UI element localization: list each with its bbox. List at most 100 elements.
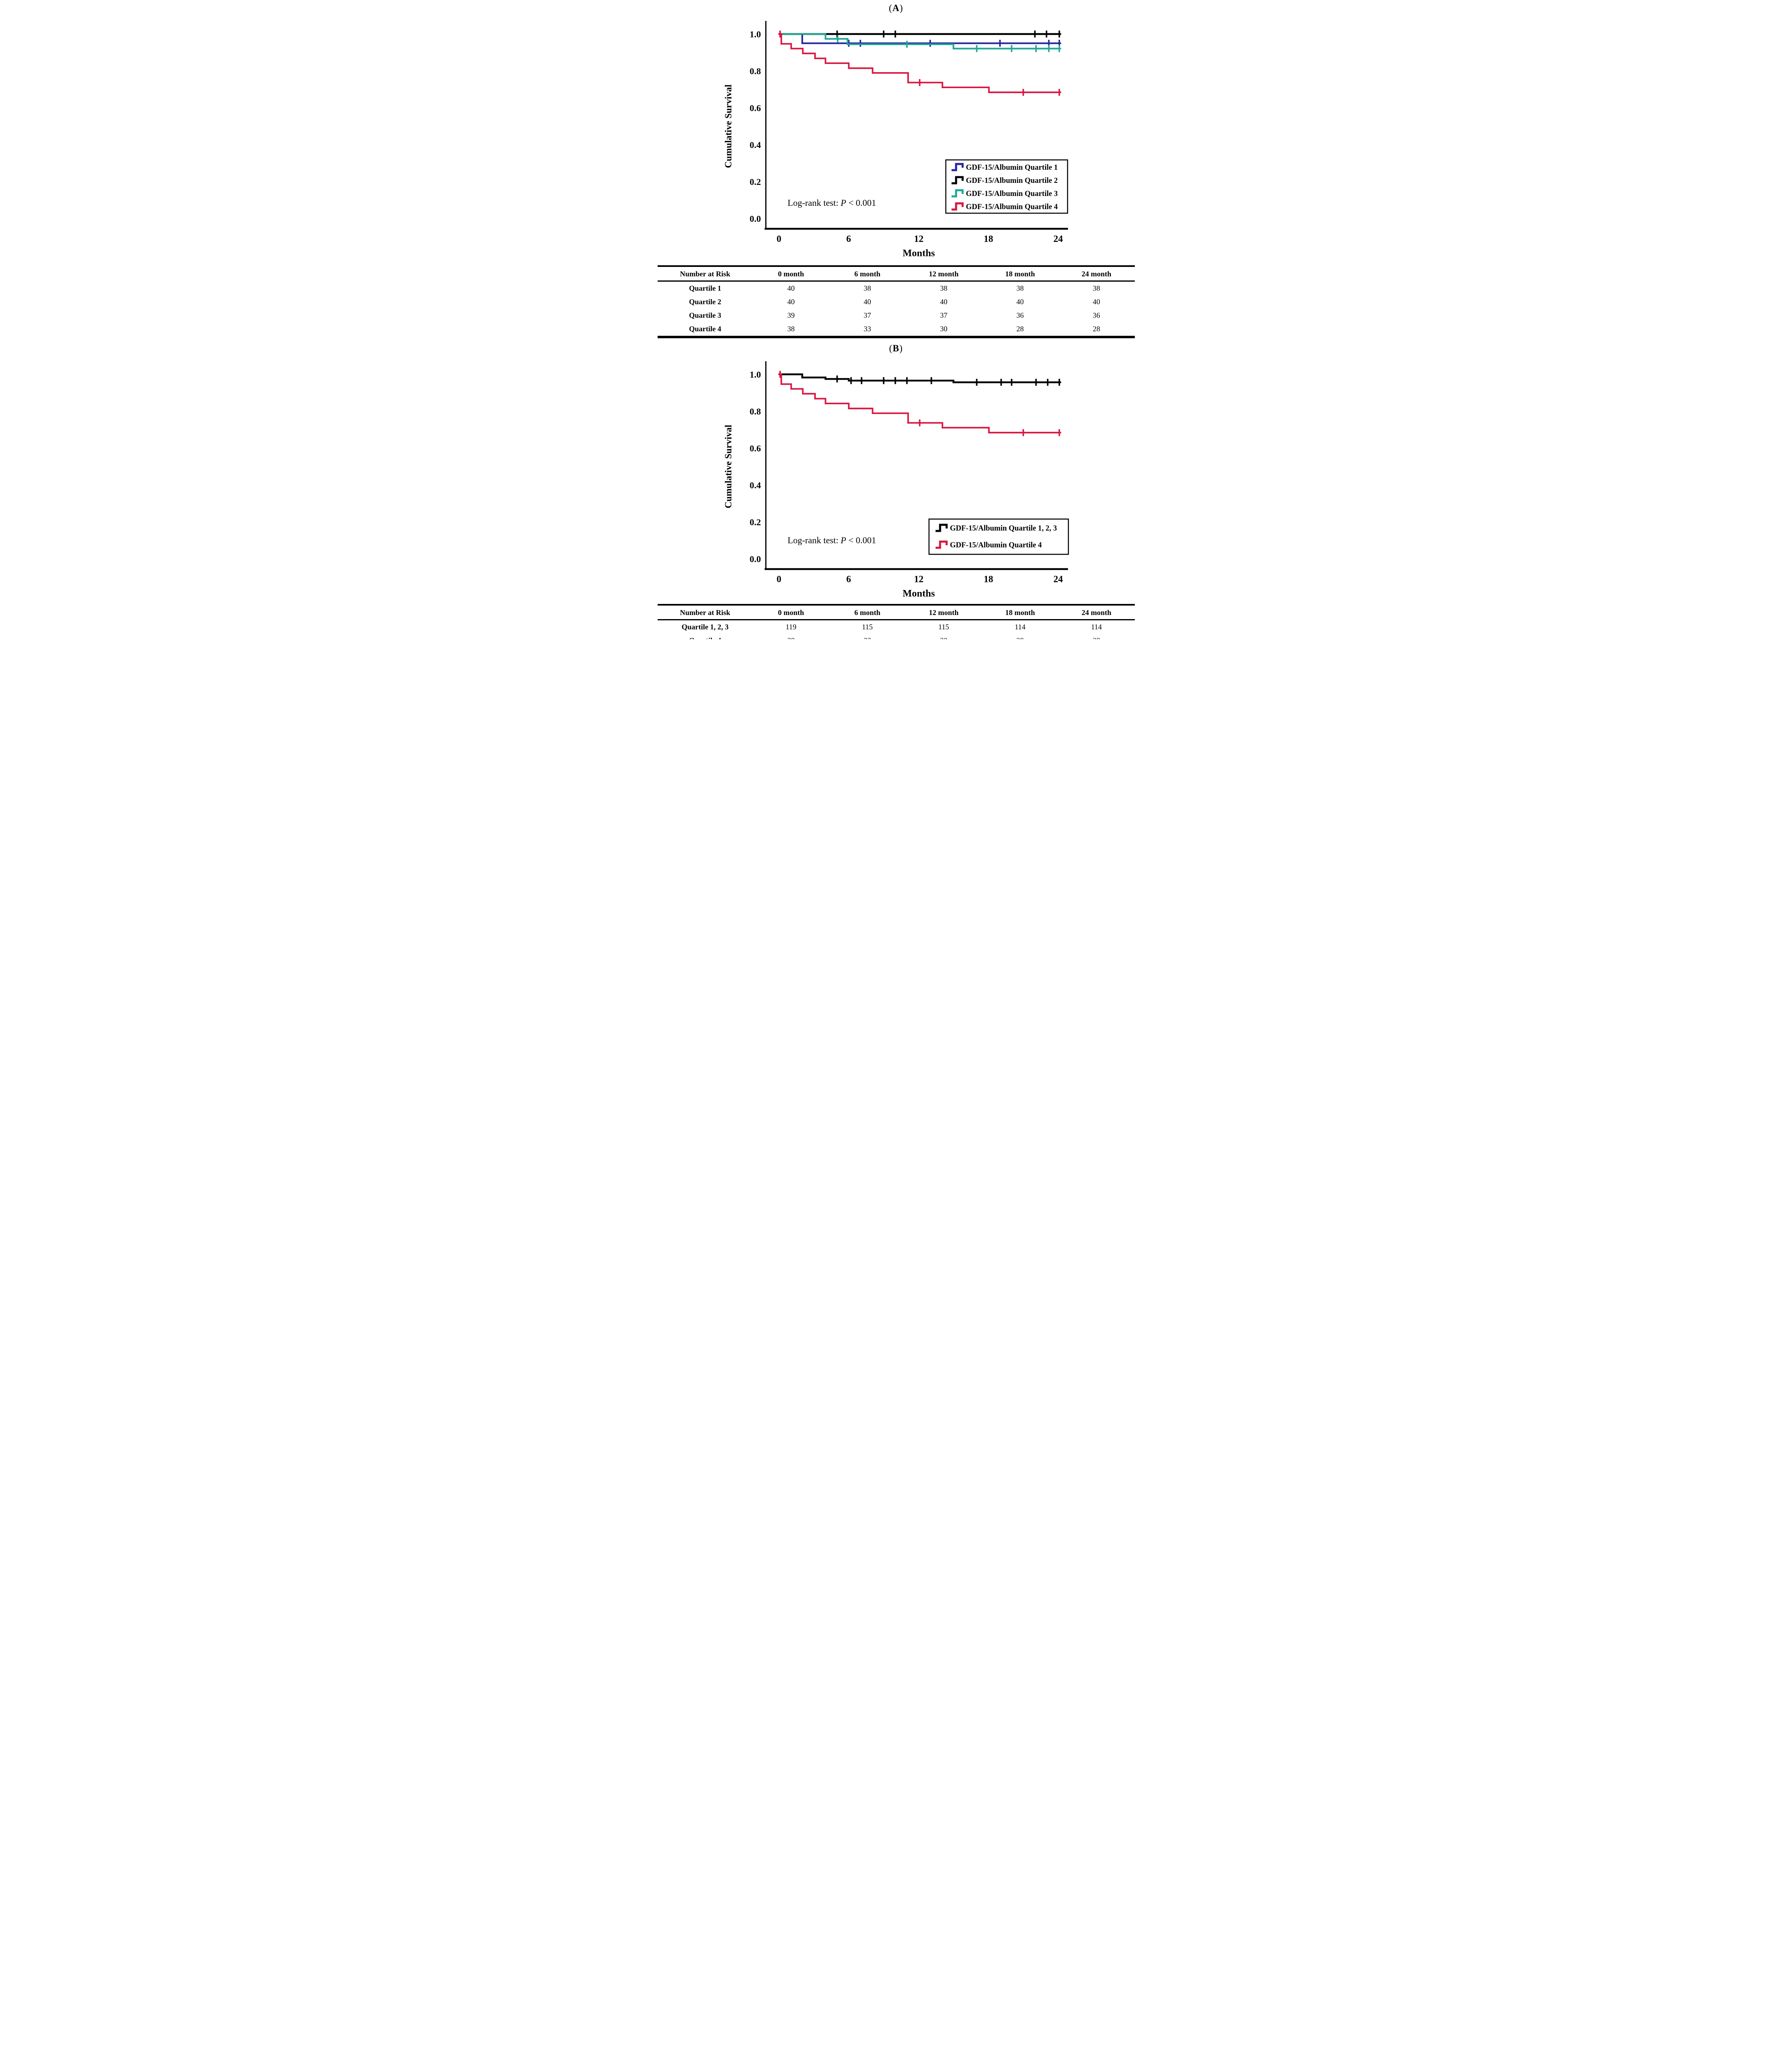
risk-value-cell: 28: [1093, 325, 1100, 333]
risk-value-cell: 114: [1014, 623, 1026, 631]
row-label-cell: Quartile 4: [689, 325, 722, 333]
legend-entry-quartile2: GDF-15/Albumin Quartile 2: [951, 176, 1058, 185]
survival-curve: [779, 33, 1061, 50]
panel-b-paren-close: ): [899, 343, 903, 353]
table-header-cell: 12 month: [905, 266, 982, 282]
logrank-annotation-a: Log-rank test: P < 0.001: [788, 198, 876, 208]
x-axis-label: Months: [902, 248, 935, 259]
row-label-cell: Quartile 1, 2, 3: [681, 623, 729, 631]
x-tick: 24: [1053, 234, 1063, 244]
y-tick-labels: 1.0 0.8 0.6 0.4 0.2 0.0: [749, 369, 761, 564]
legend-entry-quartile4: GDF-15/Albumin Quartile 4: [935, 540, 1042, 549]
legend-step-icon: [935, 540, 947, 549]
risk-value-cell: 37: [863, 311, 871, 319]
risk-value-cell: 39: [787, 311, 795, 319]
legend-step-icon: [951, 202, 963, 211]
y-tick: 1.0: [749, 369, 761, 380]
x-tick: 18: [984, 574, 993, 584]
table-header-cell: 0 month: [753, 266, 829, 282]
legend-step-icon: [951, 189, 963, 198]
logrank-suffix: < 0.001: [846, 535, 876, 545]
x-tick: 12: [914, 234, 923, 244]
y-tick: 0.2: [749, 177, 761, 187]
legend-a: GDF-15/Albumin Quartile 1 GDF-15/Albumin…: [945, 159, 1068, 214]
table-header-cell: Number at Risk: [657, 605, 753, 620]
table-header-row: Number at Risk 0 month 6 month 12 month 18 m…: [657, 266, 1135, 282]
x-tick: 0: [776, 234, 781, 244]
panel-b-paren-open: (: [889, 343, 893, 353]
legend-label: GDF-15/Albumin Quartile 3: [966, 190, 1058, 198]
legend-label: GDF-15/Albumin Quartile 1, 2, 3: [950, 524, 1057, 533]
risk-value-cell: 119: [786, 623, 797, 631]
row-label-cell: Quartile 1: [689, 284, 722, 292]
y-axis-label: Cumulative Survival: [723, 425, 733, 508]
y-tick: 0.4: [749, 480, 761, 490]
logrank-suffix: < 0.001: [846, 198, 876, 208]
risk-value-cell: 36: [1093, 311, 1100, 319]
legend-label: GDF-15/Albumin Quartile 1: [966, 164, 1058, 172]
risk-value-cell: 37: [940, 311, 947, 319]
risk-value-cell: 40: [787, 298, 795, 306]
survival-curves-b: [778, 371, 1061, 436]
kaplan-meier-chart-b: Cumulative Survival 1.0 0.8 0.6 0.4 0.2 …: [723, 361, 1069, 599]
logrank-stat: P: [840, 535, 846, 545]
table-header-cell: 12 month: [905, 605, 982, 620]
risk-value-cell: 38: [863, 284, 871, 292]
x-tick: 24: [1053, 574, 1063, 584]
table-header-cell: 6 month: [829, 605, 906, 620]
risk-value-cell: 33: [829, 634, 906, 639]
number-at-risk-table-b: Number at Risk 0 month 6 month 12 month 18 m…: [657, 604, 1135, 639]
table-a-body: Quartile 1 40 38 38 38 38 Quartile 2 40 40 40 40 40…: [658, 281, 1135, 337]
risk-value-cell: 114: [1091, 623, 1102, 631]
y-tick: 0.0: [749, 214, 761, 224]
table-header-cell: Number at Risk: [657, 266, 753, 282]
risk-value-cell: 40: [940, 298, 947, 306]
table-row: Quartile 1, 2, 3 119 115 115 114 114: [658, 620, 1135, 634]
risk-value-cell: 40: [1016, 298, 1024, 306]
legend-step-icon: [951, 163, 963, 171]
table-row: Quartile 1 40 38 38 38 38: [658, 281, 1135, 296]
row-label-cell: Quartile 2: [689, 298, 722, 306]
panel-b-title: (B): [654, 338, 1138, 354]
logrank-stat: P: [840, 198, 846, 208]
risk-value-cell: 40: [1093, 298, 1100, 306]
survival-curve: [779, 33, 1061, 44]
table-row: Quartile 3 39 37 37 36 36: [658, 309, 1135, 322]
y-tick: 0.8: [749, 66, 761, 76]
legend-step-icon: [935, 524, 947, 532]
number-at-risk-table-a: Number at Risk 0 month 6 month 12 month 18 m…: [657, 265, 1135, 338]
legend-b: GDF-15/Albumin Quartile 1, 2, 3 GDF-15/A…: [928, 518, 1069, 555]
table-row: Quartile 2 40 40 40 40 40: [658, 295, 1135, 309]
table-a-head: Number at Risk 0 month 6 month 12 month 18 m…: [657, 266, 1135, 282]
x-tick-labels: 0 6 12 18 24: [776, 574, 1063, 584]
table-header-row: Number at Risk 0 month 6 month 12 month 18 m…: [657, 605, 1135, 620]
risk-value-cell: 38: [787, 325, 795, 333]
row-label-cell: Quartile 3: [689, 311, 722, 319]
panel-b-letter: B: [893, 343, 899, 353]
table-header-cell: 18 month: [982, 605, 1059, 620]
y-tick: 0.6: [749, 103, 761, 113]
y-tick: 0.0: [749, 554, 761, 564]
legend-box: [928, 518, 1069, 555]
table-b-body: Quartile 1, 2, 3119115115114114Quartile …: [658, 620, 1135, 639]
table-header-cell: 0 month: [753, 605, 829, 620]
table-header-cell: 18 month: [982, 266, 1059, 282]
legend-entry-quartile4: GDF-15/Albumin Quartile 4: [951, 202, 1058, 211]
survival-curve: [779, 374, 1061, 434]
legend-label: GDF-15/Albumin Quartile 4: [966, 203, 1058, 211]
legend-step-icon: [951, 176, 963, 184]
risk-value-cell: 36: [1016, 311, 1024, 319]
kaplan-meier-chart-a: Cumulative Survival 1.0 0.8 0.6 0.4 0.2 …: [723, 21, 1068, 259]
survival-curve: [779, 373, 1061, 383]
x-tick: 0: [776, 574, 781, 584]
survival-curves-a: [778, 30, 1061, 96]
risk-value-cell: 40: [787, 284, 795, 292]
table-b-head: Number at Risk 0 month 6 month 12 month 18 m…: [657, 605, 1135, 620]
x-tick: 12: [914, 574, 923, 584]
risk-value-cell: 38: [940, 284, 947, 292]
y-tick: 1.0: [749, 29, 761, 39]
risk-value-cell: 33: [863, 325, 871, 333]
legend-entry-quartile1: GDF-15/Albumin Quartile 1: [951, 163, 1058, 172]
x-tick-labels: 0 6 12 18 24: [776, 234, 1063, 244]
risk-value-cell: 30: [906, 634, 982, 639]
